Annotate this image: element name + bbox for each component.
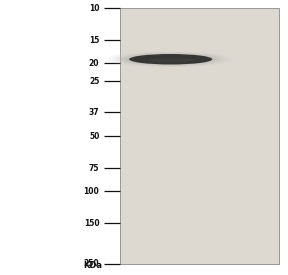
Text: 20: 20 [89, 59, 99, 68]
Text: KDa: KDa [83, 260, 102, 270]
Ellipse shape [148, 58, 194, 62]
Text: 15: 15 [89, 36, 99, 45]
Bar [120, 8, 279, 264]
Text: 25: 25 [89, 76, 99, 86]
Text: 250: 250 [84, 260, 99, 268]
Ellipse shape [129, 54, 212, 64]
Text: 150: 150 [84, 219, 99, 228]
Text: 50: 50 [89, 132, 99, 141]
Text: 75: 75 [89, 164, 99, 173]
Text: 37: 37 [89, 108, 99, 117]
Text: 100: 100 [84, 187, 99, 196]
Text: 10: 10 [89, 4, 99, 13]
